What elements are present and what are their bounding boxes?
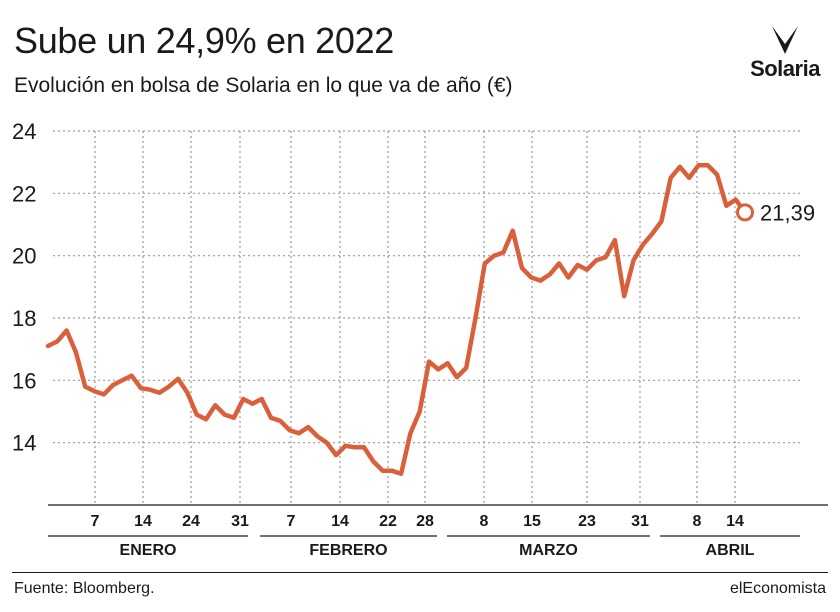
- y-tick-label: 20: [12, 244, 36, 269]
- x-tick-label: 28: [416, 513, 434, 530]
- x-tick-label: 22: [379, 513, 397, 530]
- month-label: MARZO: [519, 542, 578, 559]
- y-tick-label: 16: [12, 368, 36, 393]
- x-tick-label: 8: [693, 513, 702, 530]
- x-tick-label: 15: [523, 513, 541, 530]
- y-tick-label: 24: [12, 119, 36, 144]
- x-tick-label: 31: [631, 513, 649, 530]
- series-layer: 21,39: [45, 163, 815, 477]
- y-tick-label: 18: [12, 306, 36, 331]
- month-label: ABRIL: [706, 542, 755, 559]
- month-label: ENERO: [120, 542, 177, 559]
- y-tick-label: 22: [12, 181, 36, 206]
- x-tick-label: 7: [287, 513, 296, 530]
- solaria-logo: Solaria: [742, 22, 828, 82]
- last-point-marker: [736, 203, 754, 222]
- axis-layer: 14 16 18 20 22 24 7 14 24 31 ENERO 7 14 22 28 FEBRERO 8 1…: [12, 119, 828, 559]
- x-tick-label: 31: [231, 513, 249, 530]
- solaria-logo-icon: [772, 26, 798, 54]
- x-tick-label: 23: [578, 513, 596, 530]
- publisher-brand: elEconomista: [729, 580, 826, 597]
- source-note: Fuente: Bloomberg.: [14, 580, 155, 597]
- last-value-label: 21,39: [760, 200, 815, 225]
- line-chart: 14 16 18 20 22 24 7 14 24 31 ENERO 7 14 22 28 FEBRERO 8 1…: [12, 119, 828, 559]
- x-tick-label: 7: [91, 513, 100, 530]
- x-tick-label: 14: [134, 513, 152, 530]
- grid-layer: [53, 130, 800, 505]
- y-tick-label: 14: [12, 431, 36, 456]
- footer-divider: [12, 572, 828, 573]
- series-line: [45, 163, 748, 477]
- chart-subtitle: Evolución en bolsa de Solaria en lo que …: [14, 74, 513, 97]
- x-tick-label: 14: [726, 513, 744, 530]
- x-tick-label: 14: [331, 513, 349, 530]
- solaria-logo-text: Solaria: [750, 56, 820, 81]
- chart-title: Sube un 24,9% en 2022: [14, 20, 395, 61]
- x-tick-label: 8: [480, 513, 489, 530]
- x-tick-label: 24: [182, 513, 200, 530]
- month-label: FEBRERO: [309, 542, 387, 559]
